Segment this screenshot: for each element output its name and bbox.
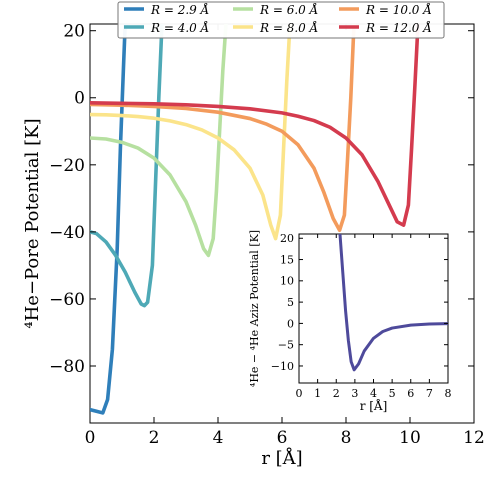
inset-y-tick-label-5: −5 [278,339,294,352]
main-x-tick-label-4: 8 [341,428,352,448]
legend-label-0: R = 2.9 Å [150,2,209,17]
main-series-line-2 [90,24,228,258]
inset-y-tick-label-1: 15 [280,253,294,266]
main-y-tick-label-2: −20 [49,156,85,176]
main-y-tick-label-3: −40 [49,223,85,243]
main-y-tick-label-5: −80 [49,357,85,377]
legend-box [117,1,445,39]
legend-label-4: R = 10.0 Å [365,2,432,17]
inset-x-tick-label-3: 3 [351,387,358,400]
inset-x-tick-label-4: 4 [370,387,377,400]
main-y-tick-label-1: 0 [74,89,85,109]
main-series-line-1 [90,24,164,308]
inset-x-tick-label-1: 1 [314,387,321,400]
main-series-group [90,24,420,415]
inset-series-group [338,234,448,372]
main-x-tick-label-2: 4 [213,428,224,448]
main-x-tick-label-0: 0 [85,428,96,448]
main-y-axis-label: ⁴He−Pore Potential [K] [22,118,43,328]
legend: R = 2.9 Å R = 4.0 Å R = 6.0 Å R = 8.0 Å R = … [117,1,445,39]
main-x-tick-label-6: 12 [463,428,485,448]
inset-y-axis-label: ⁴He − ⁴He Aziz Potential [K] [248,230,261,387]
inset-series-line-0 [338,234,448,372]
main-series-line-0 [90,24,129,415]
inset-y-tick-label-3: 5 [287,296,294,309]
inset-y-tick-label-4: 0 [287,317,294,330]
inset-x-tick-label-0: 0 [296,387,303,400]
inset-x-tick-label-7: 7 [426,387,433,400]
main-y-tick-label-0: 20 [63,22,85,42]
inset-y-tick-label-6: −10 [271,360,294,373]
main-x-axis-label: r [Å] [261,447,302,469]
main-series-line-3 [90,24,292,241]
main-x-tick-label-1: 2 [149,428,160,448]
inset-x-axis-label: r [Å] [360,398,388,413]
inset-background [299,234,448,383]
inset-y-tick-label-2: 10 [280,275,294,288]
legend-label-3: R = 8.0 Å [259,20,318,35]
legend-label-5: R = 12.0 Å [365,20,432,35]
main-x-tick-label-5: 10 [399,428,421,448]
inset-x-tick-label-6: 6 [407,387,414,400]
inset-x-tick-label-2: 2 [333,387,340,400]
legend-label-1: R = 4.0 Å [150,20,209,35]
inset-y-tick-label-0: 20 [280,232,294,245]
inset-x-tick-label-5: 5 [389,387,396,400]
main-y-tick-label-4: −60 [49,290,85,310]
main-series-line-4 [90,24,356,233]
main-x-tick-label-3: 6 [277,428,288,448]
legend-label-2: R = 6.0 Å [259,2,318,17]
inset-x-tick-label-8: 8 [445,387,452,400]
legend-items: R = 2.9 Å R = 4.0 Å R = 6.0 Å R = 8.0 Å R = … [124,2,432,35]
main-series-line-5 [90,24,420,227]
